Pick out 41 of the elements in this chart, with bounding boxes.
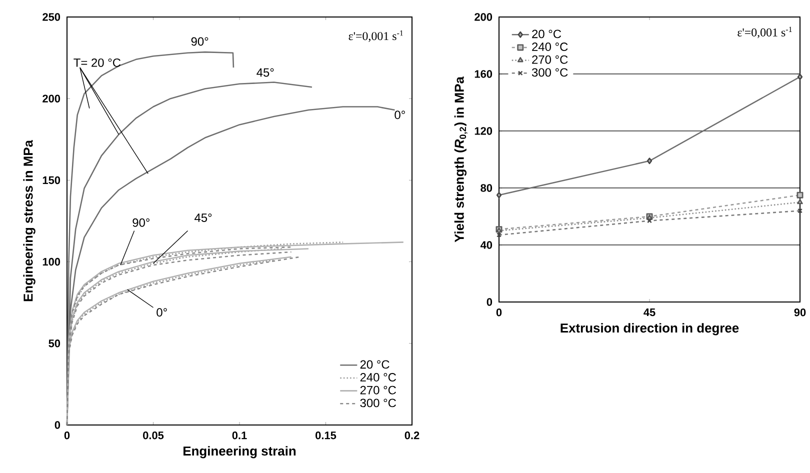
legend-label: 240 °C xyxy=(360,373,396,382)
x-tick-label: 45 xyxy=(644,308,656,316)
annotation: ε'=0,001 s$^{-1}$ xyxy=(348,30,403,42)
x-tick-label: 0.2 xyxy=(404,432,420,440)
y-tick-label: 250 xyxy=(42,13,60,21)
y-tick-label: 150 xyxy=(42,176,60,184)
annotation: 90° xyxy=(191,37,208,46)
annotation: 0° xyxy=(156,308,167,317)
annotation: 90° xyxy=(132,218,150,227)
annotation: ε'=0,001 s$^{-1}$ xyxy=(738,26,792,38)
x-axis-title: Engineering strain xyxy=(184,446,296,458)
annotation: 0° xyxy=(394,110,405,120)
y-tick-label: 0 xyxy=(54,421,60,429)
x-tick-label: 0 xyxy=(496,308,502,316)
annotation: 45° xyxy=(256,68,274,77)
y-tick-label: 120 xyxy=(474,127,492,135)
y-axis-title: Engineering stress in MPa xyxy=(23,140,36,302)
legend-label: 20 °C xyxy=(532,30,562,38)
annotation: T= 20 °C xyxy=(74,58,121,67)
annotation: 45° xyxy=(194,213,212,222)
y-tick-label: 40 xyxy=(480,241,492,249)
x-tick-label: 0.1 xyxy=(232,432,247,440)
legend-label: 240 °C xyxy=(532,42,568,52)
y-tick-label: 50 xyxy=(48,340,60,348)
legend-label: 270 °C xyxy=(532,55,568,64)
y-tick-label: 200 xyxy=(42,94,60,102)
y-tick-label: 100 xyxy=(42,258,60,266)
legend-label: 20 °C xyxy=(360,360,390,369)
x-tick-label: 0.05 xyxy=(143,432,164,440)
x-tick-label: 90 xyxy=(794,308,806,316)
y-tick-label: 200 xyxy=(474,13,492,21)
y-tick-label: 160 xyxy=(474,70,492,78)
y-axis-title: Yield strength (R$_{0,2}$) in MPa xyxy=(454,76,468,242)
y-tick-label: 80 xyxy=(480,184,492,192)
legend-label: 270 °C xyxy=(360,386,396,394)
x-tick-label: 0.15 xyxy=(316,432,336,440)
legend-label: 300 °C xyxy=(360,398,396,408)
x-axis-title: Extrusion direction in degree xyxy=(560,323,739,336)
x-tick-label: 0 xyxy=(64,432,70,440)
y-tick-label: 0 xyxy=(486,298,492,306)
legend-label: 300 °C xyxy=(532,68,568,77)
